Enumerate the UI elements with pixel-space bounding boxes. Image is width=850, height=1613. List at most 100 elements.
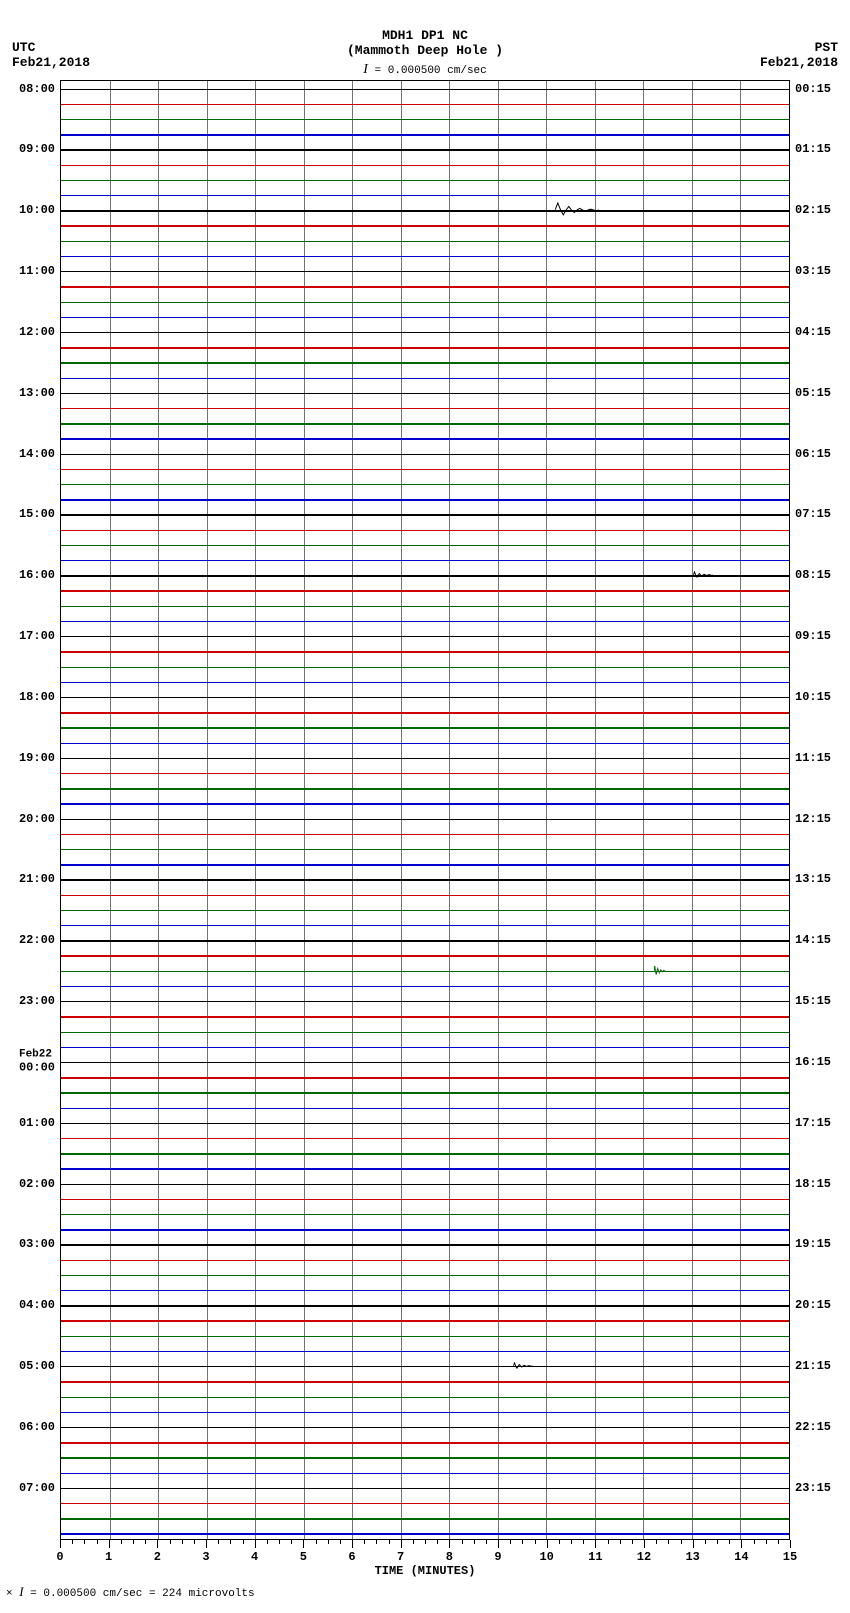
pst-time-label: 17:15: [789, 1116, 831, 1130]
seismogram-trace: [61, 819, 789, 820]
seismogram-trace: [61, 1473, 789, 1474]
seismogram-trace: [61, 1260, 789, 1261]
seismogram-trace: [61, 1092, 789, 1093]
x-tick-minor: [425, 1540, 426, 1544]
x-tick-major: [206, 1540, 207, 1548]
seismogram-trace: [61, 1397, 789, 1398]
x-tick-minor: [364, 1540, 365, 1544]
seismogram-trace: [61, 1533, 789, 1534]
x-tick-minor: [279, 1540, 280, 1544]
header: UTC Feb21,2018 MDH1 DP1 NC (Mammoth Deep…: [0, 0, 850, 80]
time-text: 12:00: [19, 325, 55, 339]
seismogram-trace: [61, 241, 789, 242]
seismogram-trace: [61, 986, 789, 987]
pst-time-label: 16:15: [789, 1055, 831, 1069]
seismogram-trace: [61, 727, 789, 728]
seismogram-trace: [61, 1336, 789, 1337]
x-tick-label: 14: [734, 1550, 748, 1564]
time-text: 15:00: [19, 507, 55, 521]
utc-time-label: 10:00: [19, 203, 61, 217]
x-tick-minor: [608, 1540, 609, 1544]
time-text: 23:00: [19, 994, 55, 1008]
time-text: 02:00: [19, 1177, 55, 1191]
seismogram-trace: [61, 910, 789, 911]
seismogram-trace: [61, 925, 789, 926]
seismogram-trace: [61, 621, 789, 622]
time-text: 16:00: [19, 568, 55, 582]
seismogram-trace: [61, 864, 789, 865]
x-tick-label: 9: [494, 1550, 501, 1564]
seismogram-trace: [61, 423, 789, 424]
time-text: 18:00: [19, 690, 55, 704]
time-text: 03:00: [19, 1237, 55, 1251]
seismogram-trace: [61, 1503, 789, 1504]
x-tick-minor: [97, 1540, 98, 1544]
pst-time-label: 06:15: [789, 447, 831, 461]
seismogram-trace: [61, 225, 789, 226]
x-tick-minor: [376, 1540, 377, 1544]
utc-time-label: 07:00: [19, 1481, 61, 1495]
x-tick-major: [644, 1540, 645, 1548]
seismogram-trace: [61, 378, 789, 379]
x-tick-minor: [437, 1540, 438, 1544]
seismogram-trace: [61, 1427, 789, 1428]
pst-time-label: 04:15: [789, 325, 831, 339]
x-tick-minor: [778, 1540, 779, 1544]
utc-time-label: 17:00: [19, 629, 61, 643]
x-tick-minor: [766, 1540, 767, 1544]
pst-time-label: 07:15: [789, 507, 831, 521]
header-right: PST Feb21,2018: [760, 40, 838, 70]
x-tick-minor: [340, 1540, 341, 1544]
time-text: 05:00: [19, 1359, 55, 1373]
x-tick-minor: [121, 1540, 122, 1544]
x-tick-minor: [754, 1540, 755, 1544]
time-text: 08:00: [19, 82, 55, 96]
pst-time-label: 19:15: [789, 1237, 831, 1251]
pst-time-label: 05:15: [789, 386, 831, 400]
seismogram-trace: [61, 1320, 789, 1321]
pst-time-label: 20:15: [789, 1298, 831, 1312]
utc-time-label: 14:00: [19, 447, 61, 461]
seismogram-trace: [61, 879, 789, 880]
x-tick-major: [790, 1540, 791, 1548]
seismogram-trace: [61, 195, 789, 196]
time-text: 13:00: [19, 386, 55, 400]
seismogram-trace: [61, 758, 789, 759]
seismogram-trace: [61, 697, 789, 698]
x-tick-label: 10: [539, 1550, 553, 1564]
x-tick-minor: [170, 1540, 171, 1544]
x-tick-major: [547, 1540, 548, 1548]
x-tick-minor: [522, 1540, 523, 1544]
pst-time-label: 10:15: [789, 690, 831, 704]
x-tick-minor: [84, 1540, 85, 1544]
pst-time-label: 12:15: [789, 812, 831, 826]
x-tick-minor: [243, 1540, 244, 1544]
utc-time-label: 12:00: [19, 325, 61, 339]
utc-time-label: 16:00: [19, 568, 61, 582]
utc-time-label: 19:00: [19, 751, 61, 765]
x-tick-minor: [267, 1540, 268, 1544]
x-tick-minor: [474, 1540, 475, 1544]
utc-time-label: 09:00: [19, 142, 61, 156]
seismogram-trace: [61, 469, 789, 470]
pst-time-label: 22:15: [789, 1420, 831, 1434]
seismogram-trace: [61, 1168, 789, 1169]
utc-time-label: 15:00: [19, 507, 61, 521]
x-tick-minor: [559, 1540, 560, 1544]
seismogram-trace: [61, 1488, 789, 1489]
footer: × I = 0.000500 cm/sec = 224 microvolts: [0, 1580, 850, 1608]
station-name: (Mammoth Deep Hole ): [0, 43, 850, 58]
seismogram-trace: [61, 180, 789, 181]
x-tick-label: 1: [105, 1550, 112, 1564]
seismogram-trace: [61, 636, 789, 637]
seismogram-trace: [61, 530, 789, 531]
x-tick-minor: [510, 1540, 511, 1544]
footer-prefix: ×: [6, 1588, 13, 1600]
time-text: 07:00: [19, 1481, 55, 1495]
tz-right: PST: [760, 40, 838, 55]
seismogram-trace: [61, 1199, 789, 1200]
x-tick-major: [693, 1540, 694, 1548]
x-tick-label: 11: [588, 1550, 602, 1564]
seismogram-trace: [61, 1214, 789, 1215]
seismogram-trace: [61, 1108, 789, 1109]
